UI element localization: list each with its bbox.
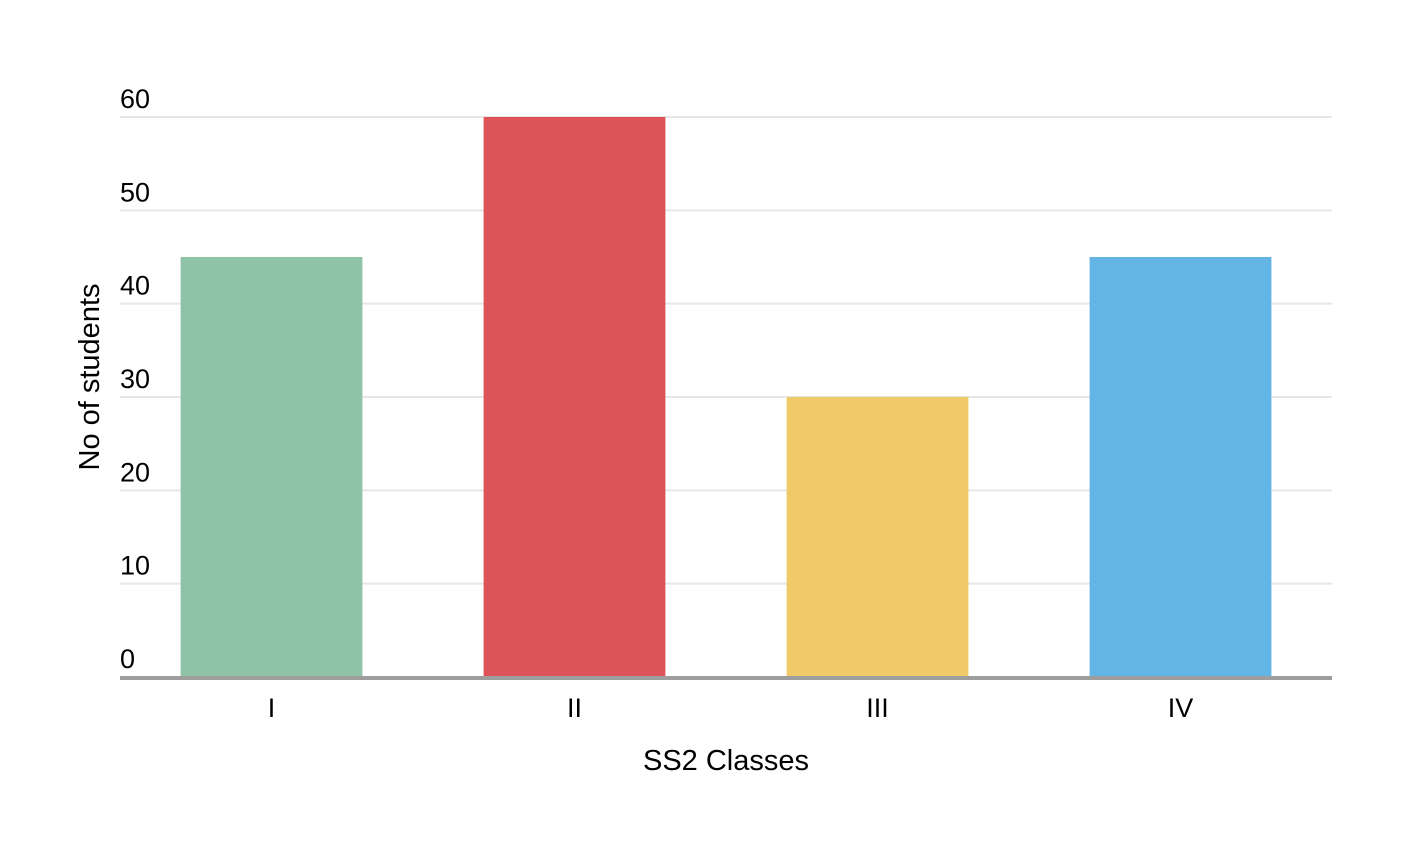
- y-axis-title: No of students: [74, 284, 106, 471]
- x-axis-title: SS2 Classes: [643, 745, 809, 777]
- y-tick-label: 50: [120, 177, 150, 207]
- x-tick-label: II: [567, 693, 582, 723]
- bar-I: [180, 257, 363, 677]
- y-tick-label: 10: [120, 551, 150, 581]
- y-tick-labels: 0 10 20 30 40 50 60: [120, 84, 150, 674]
- x-tick-label: I: [268, 693, 276, 723]
- bars: [180, 117, 1272, 677]
- bar-III: [786, 397, 969, 677]
- bar-II: [483, 117, 666, 677]
- y-tick-label: 60: [120, 84, 150, 114]
- x-tick-label: IV: [1168, 693, 1194, 723]
- y-tick-label: 40: [120, 271, 150, 301]
- y-tick-label: 20: [120, 457, 150, 487]
- x-tick-labels: I II III IV: [268, 693, 1194, 723]
- bar-IV: [1089, 257, 1272, 677]
- y-tick-label: 0: [120, 644, 135, 674]
- y-tick-label: 30: [120, 364, 150, 394]
- x-tick-label: III: [866, 693, 889, 723]
